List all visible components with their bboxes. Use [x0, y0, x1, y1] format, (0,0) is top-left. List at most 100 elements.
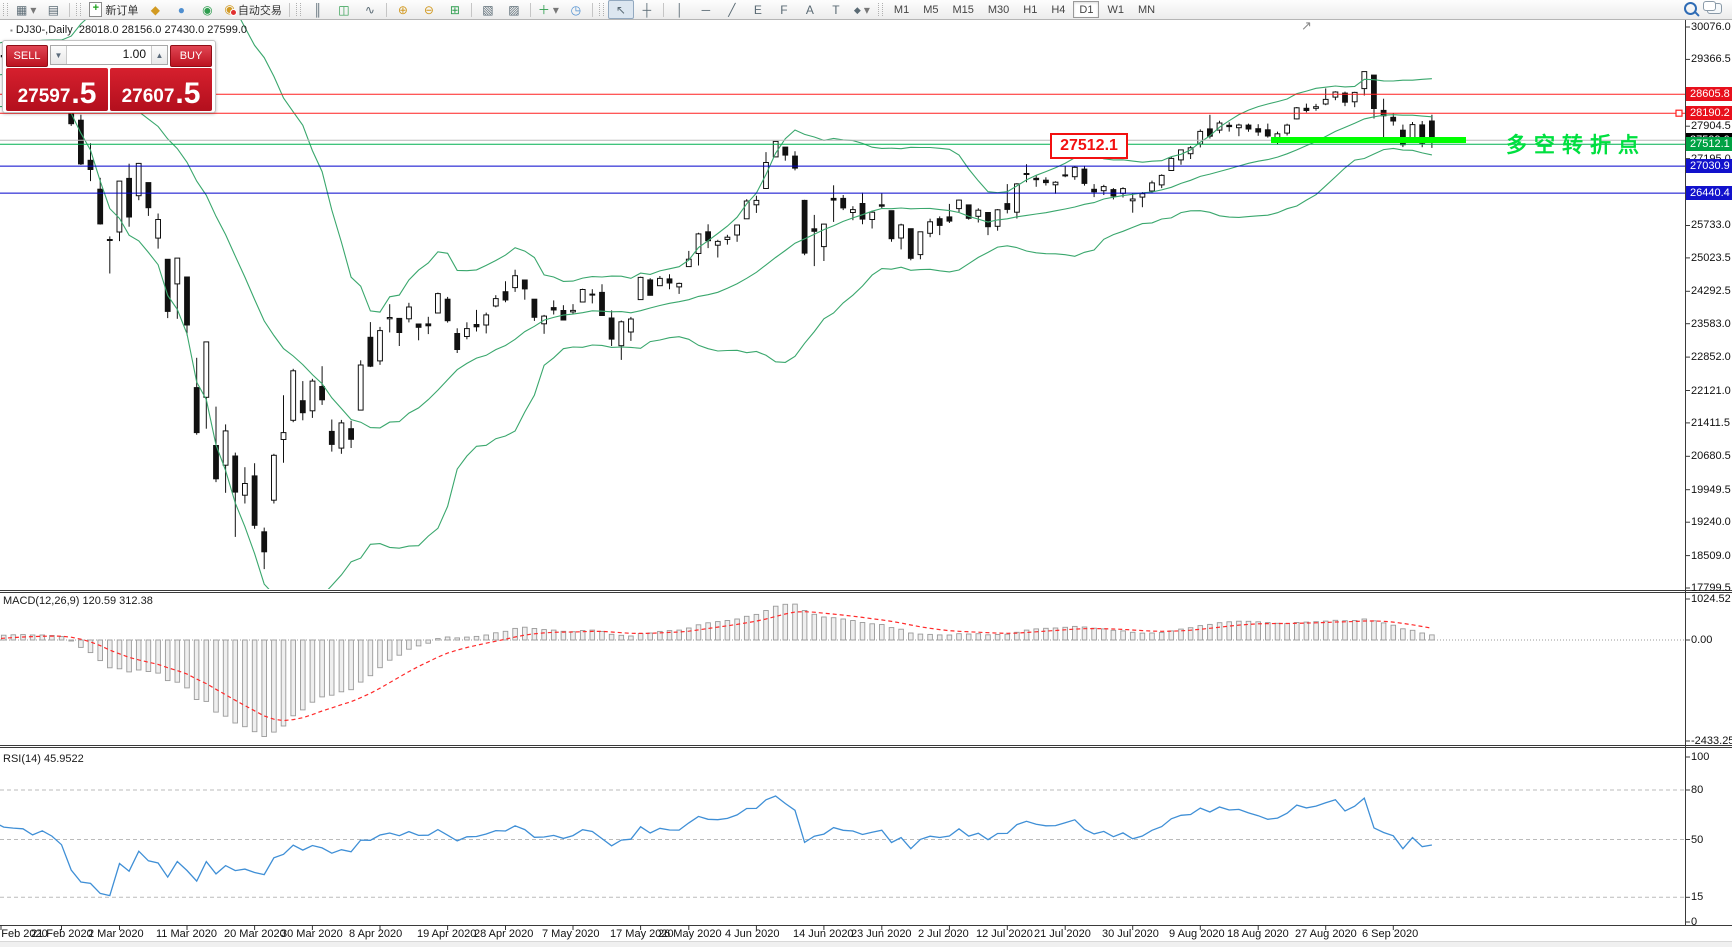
candlestick-chart-button[interactable]: ◫ [331, 0, 357, 19]
buy-price-button[interactable]: 27607.5 [110, 68, 212, 111]
toolbar-grip[interactable] [877, 3, 883, 16]
signals-button[interactable]: ◉ [194, 0, 220, 19]
search-button[interactable] [1684, 1, 1697, 18]
timeframe-button-W1[interactable]: W1 [1107, 3, 1124, 16]
market-watch-button[interactable]: ● [168, 0, 194, 19]
toolbar-grip[interactable] [598, 3, 604, 16]
panel-separators [0, 20, 1732, 926]
sell-price-main: 27597 [17, 86, 71, 107]
rsi-line [0, 795, 1433, 897]
macd-scale-label: 1024.52 [1691, 593, 1731, 605]
metaeditor-button[interactable]: ◆ [142, 0, 168, 19]
new-order-icon: + [89, 2, 103, 17]
crosshair-tool-button[interactable]: ┼ [634, 0, 660, 19]
macd-indicator-label: MACD(12,26,9) 120.59 312.38 [3, 595, 153, 607]
line-chart-button[interactable]: ∿ [357, 0, 383, 19]
time-axis-label: 12 Jul 2020 [976, 928, 1033, 940]
time-axis-label: 30 Jul 2020 [1102, 928, 1159, 940]
one-click-trading-panel: SELL ▼ 1.00 ▲ BUY 27597.5 27607.5 [2, 40, 216, 113]
candlestick-chart-icon: ◫ [338, 2, 350, 17]
time-ticks [0, 925, 1394, 930]
bar-chart-icon: ║ [313, 2, 323, 17]
channel-tool-button[interactable]: E [745, 0, 771, 19]
timeframe-button-D1[interactable]: D1 [1073, 1, 1100, 18]
toolbar-grip[interactable] [76, 3, 82, 16]
volume-decrease-button[interactable]: ▼ [51, 46, 67, 64]
cursor-tool-button[interactable]: ↖ [607, 0, 634, 19]
time-axis-label: 30 Mar 2020 [281, 928, 343, 940]
price-tick-label: 22852.0 [1691, 351, 1731, 363]
vline-tool-button[interactable]: │ [667, 0, 693, 19]
trendline-tool-button[interactable]: ╱ [719, 0, 745, 19]
new-chart-icon: ▦ [16, 2, 28, 17]
timeframe-button-H1[interactable]: H1 [1023, 3, 1038, 16]
cascade-windows-icon: ▨ [508, 2, 520, 17]
period-button[interactable]: ◷ [563, 0, 589, 19]
bar-chart-button[interactable]: ║ [305, 0, 331, 19]
time-axis-label: 27 Aug 2020 [1295, 928, 1357, 940]
price-badge-27030.9: 27030.9 [1686, 159, 1732, 173]
time-axis-label: 23 Jun 2020 [851, 928, 912, 940]
new-chart-button[interactable]: ▦ ▾ [12, 0, 40, 19]
sell-price-button[interactable]: 27597.5 [6, 68, 108, 111]
toolbar-grip[interactable] [295, 3, 301, 16]
zoom-in-button[interactable]: ⊕ [390, 0, 416, 19]
autotrading-button[interactable]: ◉ 自动交易 [220, 0, 285, 19]
metaeditor-icon: ◆ [150, 2, 160, 17]
timeframe-button-M1[interactable]: M1 [893, 3, 910, 16]
timeframe-button-MN[interactable]: MN [1137, 3, 1156, 16]
main-toolbar: ▦ ▾ ▤ + 新订单 ◆ ● ◉ ◉ 自动交易 ║ ◫ ∿ ⊕ ⊖ ⊞ ▧ ▨ ＋ ▾… [0, 0, 1732, 20]
price-tick-label: 25023.5 [1691, 252, 1731, 264]
text-tool-button[interactable]: A [797, 0, 823, 19]
price-label-annotation[interactable]: 27512.1 [1050, 133, 1128, 159]
turning-point-annotation[interactable]: 多空转折点 [1506, 134, 1646, 157]
autotrading-status-dot [229, 9, 237, 16]
volume-increase-button[interactable]: ▲ [151, 46, 167, 64]
price-tick-label: 27904.5 [1691, 120, 1731, 132]
chat-button[interactable] [1703, 0, 1722, 17]
buy-button[interactable]: BUY [170, 45, 212, 67]
time-axis-label: 19 Apr 2020 [417, 928, 477, 940]
text-label-icon: T [832, 2, 840, 17]
time-axis-label: 7 May 2020 [542, 928, 600, 940]
cursor-icon: ↖ [615, 2, 626, 17]
time-axis-label: 21 Jul 2020 [1034, 928, 1091, 940]
price-tick-label: 19949.5 [1691, 484, 1731, 496]
crosshair-icon: ┼ [642, 2, 652, 17]
vertical-line-icon: │ [676, 2, 684, 17]
fibonacci-tool-button[interactable]: F [771, 0, 797, 19]
zoom-out-button[interactable]: ⊖ [416, 0, 442, 19]
timeframe-button-M30[interactable]: M30 [987, 3, 1010, 16]
new-order-button[interactable]: + 新订单 [85, 0, 142, 19]
price-tick-label: 19240.0 [1691, 516, 1731, 528]
chart-marker-icon: ▪ [10, 26, 13, 35]
timeframe-button-M15[interactable]: M15 [952, 3, 974, 16]
bollinger-bands-layer [0, 20, 1433, 589]
time-axis-label: 6 Sep 2020 [1362, 928, 1419, 940]
timeframe-button-M5[interactable]: M5 [923, 3, 939, 16]
auto-arrange-button[interactable]: ▧ [475, 0, 501, 19]
volume-input[interactable]: 1.00 [122, 47, 146, 61]
arrows-tool-button[interactable]: ◆ ▾ [849, 0, 875, 19]
price-badge-26440.4: 26440.4 [1686, 186, 1732, 200]
sell-button[interactable]: SELL [6, 45, 48, 67]
price-badge-27512.1: 27512.1 [1686, 137, 1732, 151]
timeframe-button-H4[interactable]: H4 [1051, 3, 1066, 16]
hline-tool-button[interactable]: ─ [693, 0, 719, 19]
time-axis-label: 4 Jun 2020 [725, 928, 780, 940]
buy-price-main: 27607 [121, 86, 175, 107]
price-tick-label: 18509.0 [1691, 550, 1731, 562]
price-badge-28605.8: 28605.8 [1686, 87, 1732, 101]
tile-windows-button[interactable]: ⊞ [442, 0, 468, 19]
profiles-button[interactable]: ▤ [40, 0, 66, 19]
indicators-button[interactable]: ＋ ▾ [534, 0, 563, 19]
horizontal-lines-layer [0, 93, 1685, 194]
price-tick-label: 23583.0 [1691, 318, 1731, 330]
cascade-windows-button[interactable]: ▨ [501, 0, 527, 19]
price-tick-label: 17799.5 [1691, 582, 1731, 594]
zoom-in-icon: ⊕ [397, 2, 408, 17]
label-tool-button[interactable]: T [823, 0, 849, 19]
toolbar-grip[interactable] [3, 3, 8, 16]
